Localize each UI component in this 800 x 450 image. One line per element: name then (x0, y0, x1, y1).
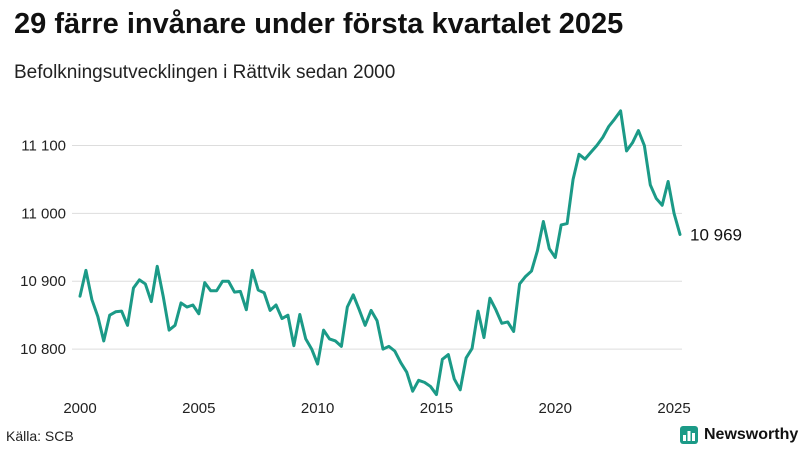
chart-subtitle: Befolkningsutvecklingen i Rättvik sedan … (14, 62, 396, 83)
y-tick-label: 11 100 (21, 138, 66, 155)
y-tick-label: 10 900 (20, 273, 66, 290)
x-tick-label: 2000 (63, 400, 96, 417)
source-label: Källa: SCB (6, 428, 74, 444)
x-tick-label: 2005 (182, 400, 215, 417)
y-tick-label: 11 000 (21, 205, 66, 222)
series-line (78, 109, 682, 397)
end-value-label: 10 969 (690, 225, 742, 244)
brand-logo: Newsworthy (680, 426, 798, 444)
y-tick-label: 10 800 (20, 341, 66, 358)
brand-name: Newsworthy (704, 426, 799, 443)
x-tick-label: 2020 (539, 400, 572, 417)
x-tick-label: 2015 (420, 400, 453, 417)
bar-chart-icon (680, 426, 698, 444)
x-tick-label: 2010 (301, 400, 334, 417)
x-tick-label: 2025 (657, 400, 690, 417)
chart-title: 29 färre invånare under första kvartalet… (14, 8, 624, 40)
